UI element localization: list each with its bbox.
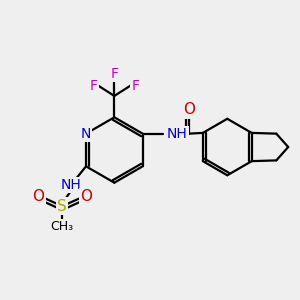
Text: CH₃: CH₃ <box>51 220 74 233</box>
Text: O: O <box>80 189 92 204</box>
Text: NH: NH <box>167 127 188 141</box>
Text: O: O <box>183 102 195 117</box>
Text: NH: NH <box>61 178 82 192</box>
Text: N: N <box>81 127 91 141</box>
Text: F: F <box>89 79 98 92</box>
Text: O: O <box>32 189 44 204</box>
Text: F: F <box>131 79 139 92</box>
Text: F: F <box>110 67 118 81</box>
Text: S: S <box>57 199 67 214</box>
